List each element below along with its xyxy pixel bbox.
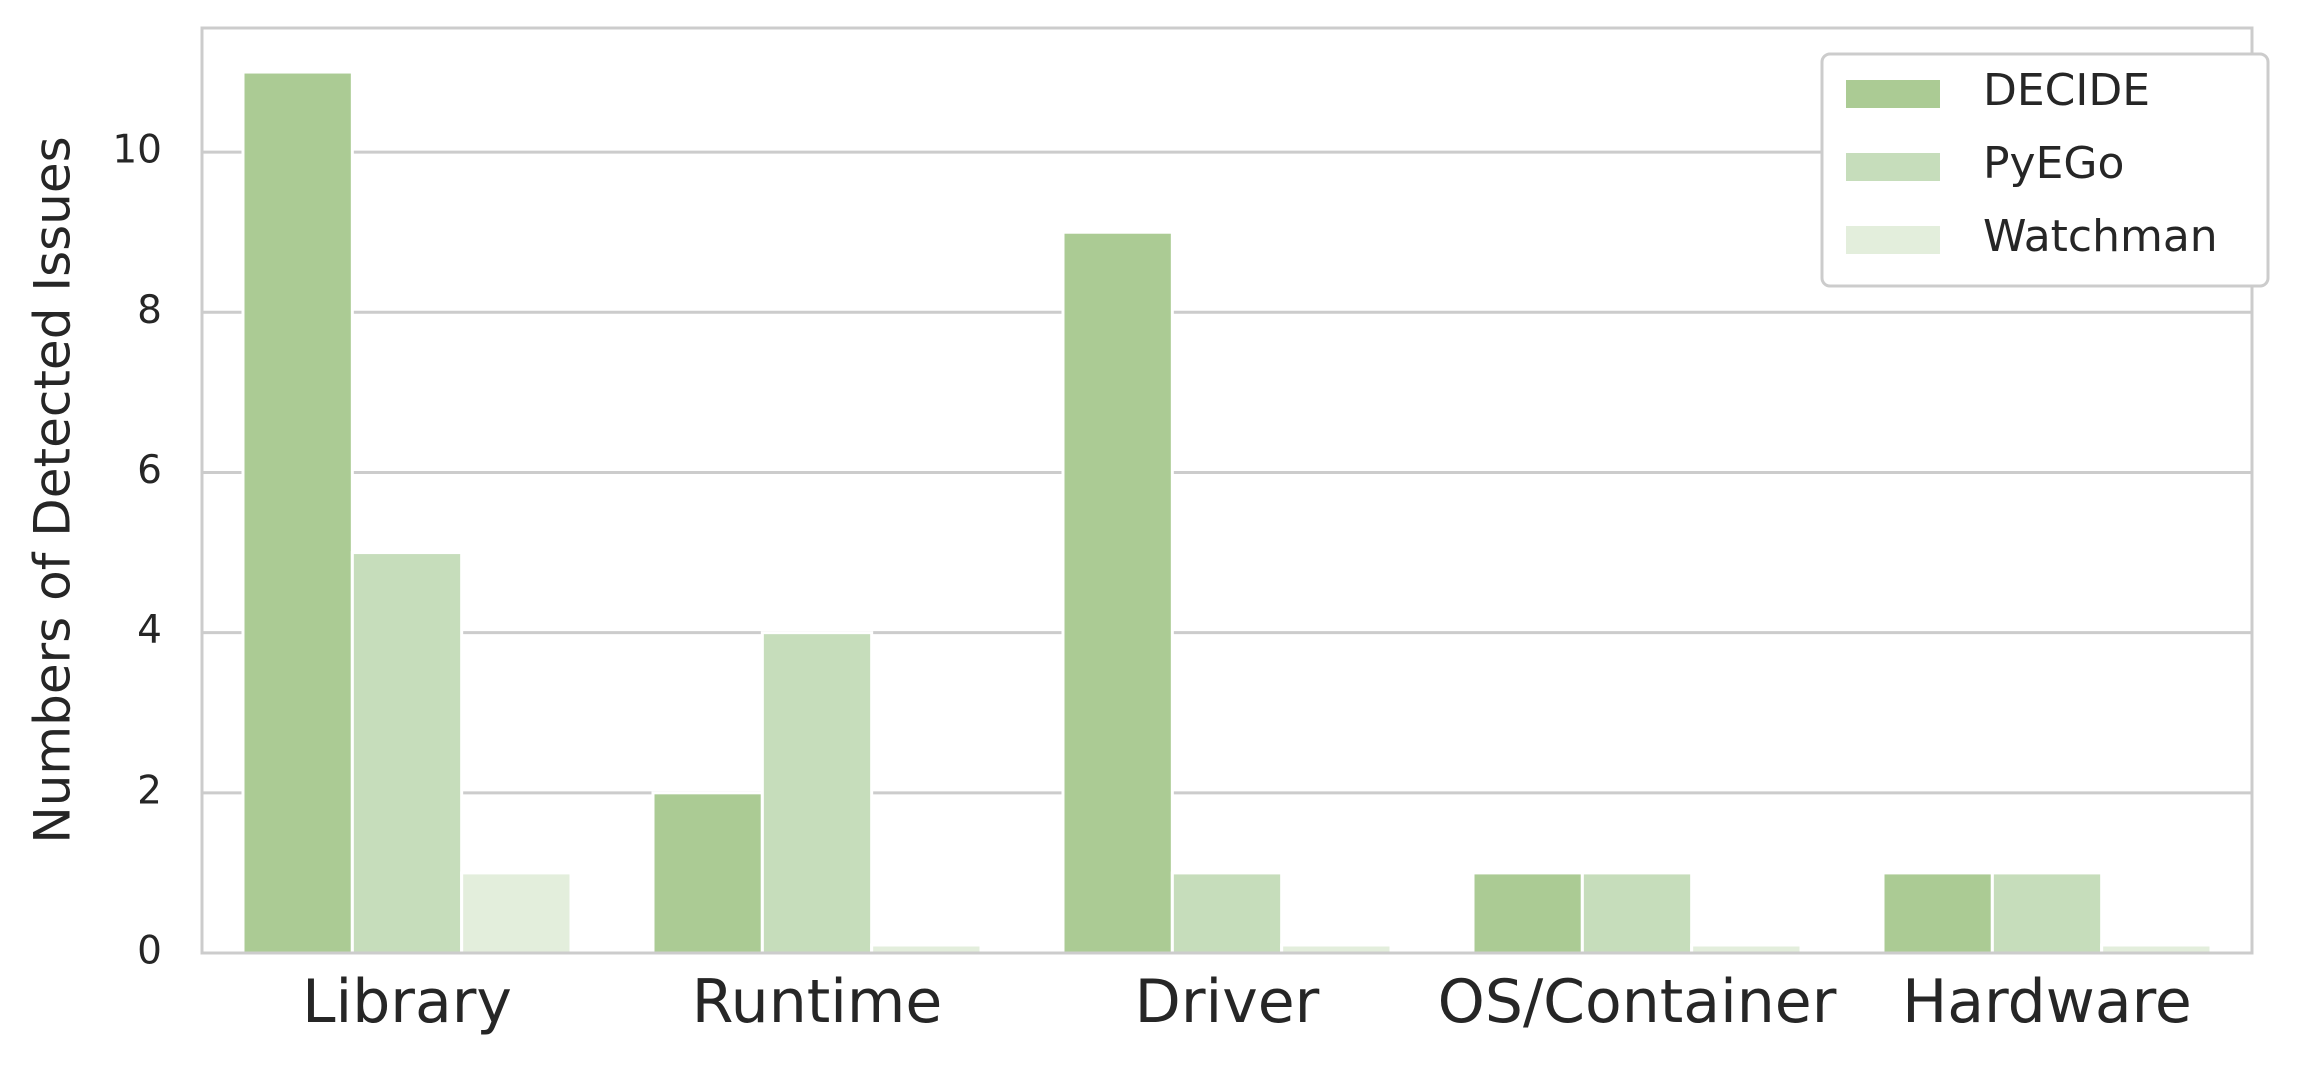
bar-watchman-library bbox=[460, 871, 573, 955]
x-tick-label: Hardware bbox=[1902, 967, 2192, 1037]
x-tick-label: Runtime bbox=[692, 967, 943, 1037]
bar-pyego-os-container bbox=[1580, 871, 1694, 955]
legend-label: Watchman bbox=[1983, 211, 2218, 262]
legend-label: DECIDE bbox=[1983, 65, 2150, 116]
legend-items: DECIDE PyEGo Watchman bbox=[1844, 65, 2218, 262]
y-tick-labels: 0 2 4 6 8 10 bbox=[112, 128, 162, 974]
legend-swatch bbox=[1844, 78, 1942, 110]
plot-frame bbox=[200, 26, 2254, 955]
legend-label: PyEGo bbox=[1983, 138, 2124, 189]
x-tick-labels: Library Runtime Driver OS/Container Hardware bbox=[302, 967, 2192, 1037]
bar-decide-runtime bbox=[651, 791, 764, 955]
legend-swatch bbox=[1844, 151, 1942, 183]
bar-decide-hardware bbox=[1881, 871, 1994, 955]
y-tick-label: 10 bbox=[112, 128, 162, 173]
y-axis-label: Numbers of Detected Issues bbox=[24, 136, 82, 843]
bar-pyego-library bbox=[350, 551, 464, 955]
legend-swatch bbox=[1844, 224, 1942, 256]
bars bbox=[241, 70, 2213, 955]
y-tick-label: 4 bbox=[137, 608, 162, 653]
bar-pyego-hardware bbox=[1990, 871, 2104, 955]
y-tick-label: 6 bbox=[137, 448, 162, 493]
bar-decide-os-container bbox=[1471, 871, 1584, 955]
x-tick-label: OS/Container bbox=[1438, 967, 1837, 1037]
grid-lines bbox=[202, 150, 2252, 795]
y-tick-label: 2 bbox=[137, 768, 162, 813]
bar-decide-library bbox=[241, 70, 354, 955]
y-tick-label: 0 bbox=[137, 929, 162, 974]
bar-decide-driver bbox=[1061, 230, 1174, 955]
bar-pyego-driver bbox=[1170, 871, 1284, 955]
x-tick-label: Library bbox=[302, 967, 512, 1037]
x-tick-label: Driver bbox=[1135, 967, 1320, 1037]
y-tick-label: 8 bbox=[137, 288, 162, 333]
bar-pyego-runtime bbox=[760, 631, 874, 955]
legend: DECIDE PyEGo Watchman bbox=[1820, 52, 2270, 288]
